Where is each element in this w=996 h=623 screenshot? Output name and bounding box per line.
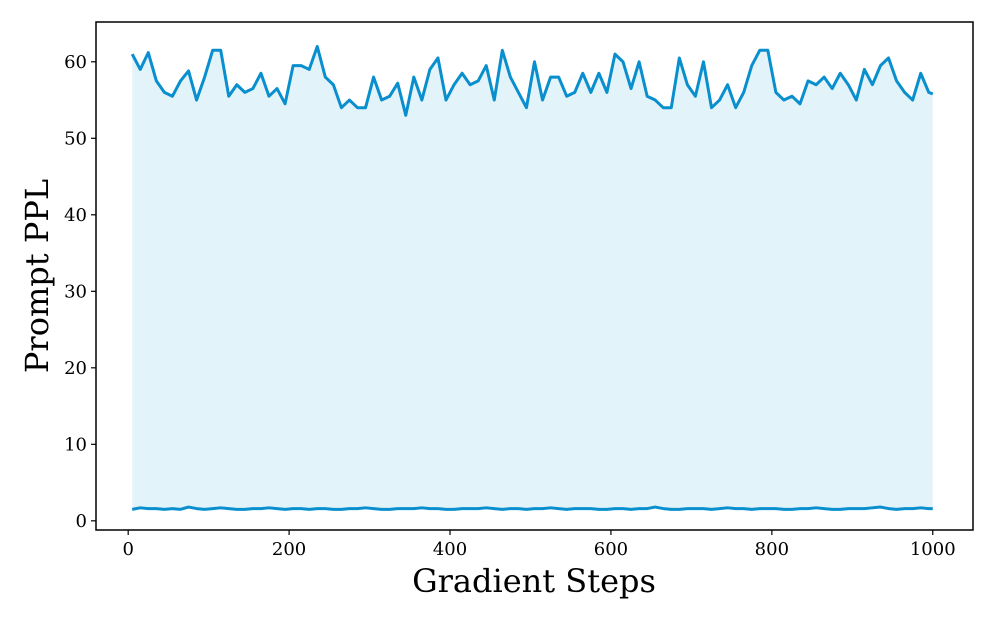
y-tick-label: 10 [64,434,87,455]
plot-frame [95,21,974,531]
x-tick-label: 800 [755,539,789,560]
y-tick-label: 0 [76,511,87,532]
x-tick-label: 400 [433,539,467,560]
y-tick-label: 20 [64,358,87,379]
series-line [131,505,933,511]
x-tick-label: 600 [594,539,628,560]
x-tick-label: 200 [272,539,306,560]
y-tick-label: 40 [64,205,87,226]
y-tick-label: 50 [64,128,87,149]
series-line [130,44,934,117]
y-tick-label: 60 [64,52,87,73]
y-tick-label: 30 [64,281,87,302]
x-tick-label: 1000 [910,539,956,560]
x-axis-label: Gradient Steps [412,562,656,600]
band-fill [132,46,933,510]
x-tick-label: 0 [122,539,133,560]
y-axis-label: Prompt PPL [18,179,56,373]
